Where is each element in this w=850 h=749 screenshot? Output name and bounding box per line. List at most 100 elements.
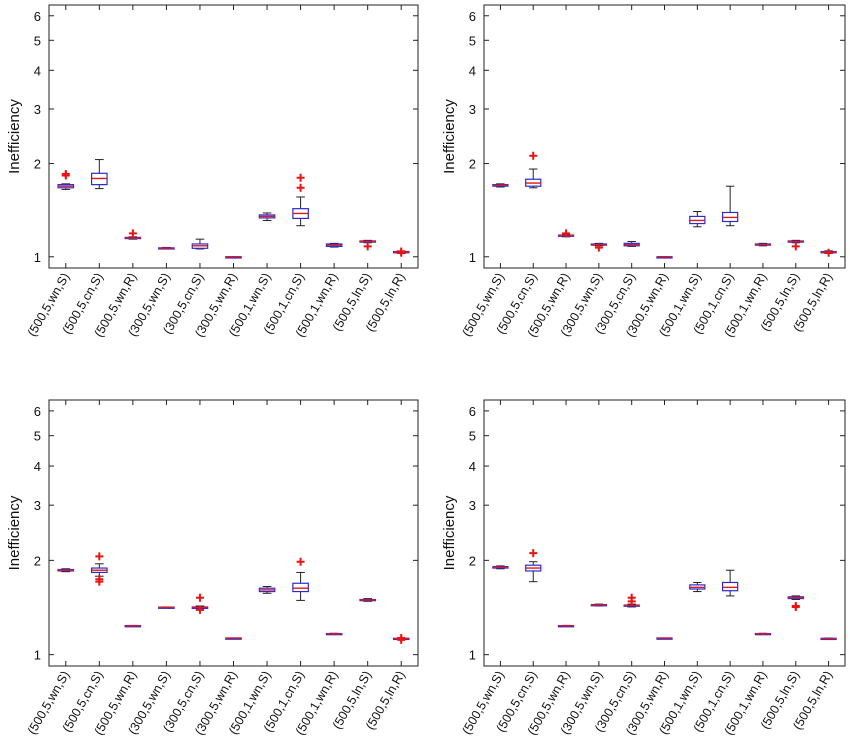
box-8 bbox=[721, 569, 739, 597]
outlier-marker bbox=[529, 549, 538, 558]
box-1 bbox=[57, 170, 75, 190]
y-tick-label: 4 bbox=[34, 459, 41, 474]
outlier-marker bbox=[296, 557, 305, 566]
box-7 bbox=[689, 211, 706, 228]
outlier-marker bbox=[128, 229, 137, 238]
box-2 bbox=[525, 151, 542, 189]
box-11 bbox=[820, 248, 837, 257]
box-9 bbox=[754, 632, 772, 636]
box-2 bbox=[91, 159, 108, 190]
box-1 bbox=[492, 565, 509, 570]
box-3 bbox=[124, 624, 142, 628]
box-5 bbox=[623, 593, 640, 608]
y-axis-label: Inefficiency bbox=[441, 99, 458, 174]
y-tick-label: 6 bbox=[469, 9, 476, 24]
y-tick-label: 6 bbox=[34, 9, 41, 24]
box-3 bbox=[557, 229, 575, 238]
y-tick-label: 2 bbox=[469, 553, 476, 568]
box-8 bbox=[721, 185, 739, 227]
box-4 bbox=[590, 242, 608, 252]
y-axis-label: Inefficiency bbox=[6, 99, 23, 174]
box-8 bbox=[292, 173, 309, 227]
y-axis-label: Inefficiency bbox=[441, 495, 458, 570]
y-axis-label: Inefficiency bbox=[6, 495, 23, 570]
box-9 bbox=[325, 632, 343, 636]
box-4 bbox=[158, 246, 175, 250]
box-7 bbox=[689, 581, 706, 593]
outlier-marker bbox=[824, 248, 833, 257]
y-tick-label: 4 bbox=[34, 63, 41, 78]
boxplot-panel-3: 123456Inefficiency(500,5,wn,S)(500,5,cn,… bbox=[6, 399, 419, 737]
y-tick-label: 6 bbox=[34, 404, 41, 419]
box-4 bbox=[158, 606, 175, 609]
y-tick-label: 3 bbox=[469, 498, 476, 513]
outlier-marker bbox=[397, 634, 406, 643]
box-11 bbox=[392, 634, 410, 644]
boxplot-panel-4: 123456Inefficiency(500,5,wn,S)(500,5,cn,… bbox=[441, 399, 846, 737]
box-11 bbox=[820, 637, 837, 641]
outlier-marker bbox=[95, 552, 104, 561]
box-iqr bbox=[721, 581, 739, 592]
box-1 bbox=[492, 183, 509, 188]
y-tick-label: 3 bbox=[34, 498, 41, 513]
y-tick-label: 5 bbox=[34, 33, 41, 48]
outlier-marker bbox=[195, 605, 204, 614]
box-6 bbox=[225, 256, 242, 259]
y-tick-label: 1 bbox=[469, 250, 476, 265]
y-tick-label: 3 bbox=[34, 102, 41, 117]
outlier-marker bbox=[562, 229, 571, 238]
outlier-marker bbox=[61, 170, 70, 179]
y-tick-label: 2 bbox=[34, 553, 41, 568]
box-10 bbox=[787, 595, 804, 611]
outlier-marker bbox=[791, 242, 800, 251]
box-10 bbox=[359, 598, 376, 602]
y-tick-label: 3 bbox=[469, 102, 476, 117]
outlier-marker bbox=[594, 243, 603, 252]
box-2 bbox=[525, 549, 542, 583]
y-tick-label: 5 bbox=[469, 429, 476, 444]
outlier-marker bbox=[296, 183, 305, 192]
boxplot-panel-2: 123456Inefficiency(500,5,wn,S)(500,5,cn,… bbox=[441, 4, 846, 339]
y-tick-label: 1 bbox=[469, 648, 476, 663]
box-8 bbox=[292, 557, 309, 601]
y-tick-label: 2 bbox=[34, 157, 41, 172]
plot-frame bbox=[48, 4, 419, 269]
box-1 bbox=[57, 568, 75, 573]
box-10 bbox=[787, 239, 804, 251]
box-9 bbox=[325, 242, 343, 248]
y-tick-label: 4 bbox=[469, 63, 476, 78]
box-6 bbox=[656, 256, 673, 259]
y-tick-label: 1 bbox=[34, 250, 41, 265]
box-2 bbox=[91, 552, 108, 586]
box-5 bbox=[191, 238, 209, 250]
box-iqr bbox=[292, 582, 309, 593]
box-5 bbox=[623, 241, 640, 247]
outlier-marker bbox=[627, 597, 636, 606]
box-3 bbox=[557, 624, 575, 628]
outlier-marker bbox=[195, 593, 204, 602]
boxplot-panel-1: 123456Inefficiency(500,5,wn,S)(500,5,cn,… bbox=[6, 4, 419, 339]
plot-frame bbox=[483, 4, 846, 269]
box-5 bbox=[191, 593, 209, 614]
outlier-marker bbox=[296, 173, 305, 182]
box-11 bbox=[392, 247, 410, 257]
box-9 bbox=[754, 242, 772, 247]
plot-frame bbox=[483, 399, 846, 667]
y-tick-label: 4 bbox=[469, 459, 476, 474]
box-6 bbox=[225, 637, 242, 640]
box-3 bbox=[124, 229, 142, 240]
box-4 bbox=[590, 603, 608, 607]
box-6 bbox=[656, 637, 673, 640]
outlier-marker bbox=[95, 577, 104, 586]
box-7 bbox=[258, 212, 276, 221]
y-tick-label: 6 bbox=[469, 404, 476, 419]
outlier-marker bbox=[791, 601, 800, 610]
y-tick-label: 5 bbox=[34, 429, 41, 444]
outlier-marker bbox=[363, 242, 372, 251]
outlier-marker bbox=[397, 247, 406, 256]
y-tick-label: 1 bbox=[34, 648, 41, 663]
outlier-marker bbox=[529, 151, 538, 160]
y-tick-label: 5 bbox=[469, 33, 476, 48]
box-7 bbox=[258, 586, 276, 594]
